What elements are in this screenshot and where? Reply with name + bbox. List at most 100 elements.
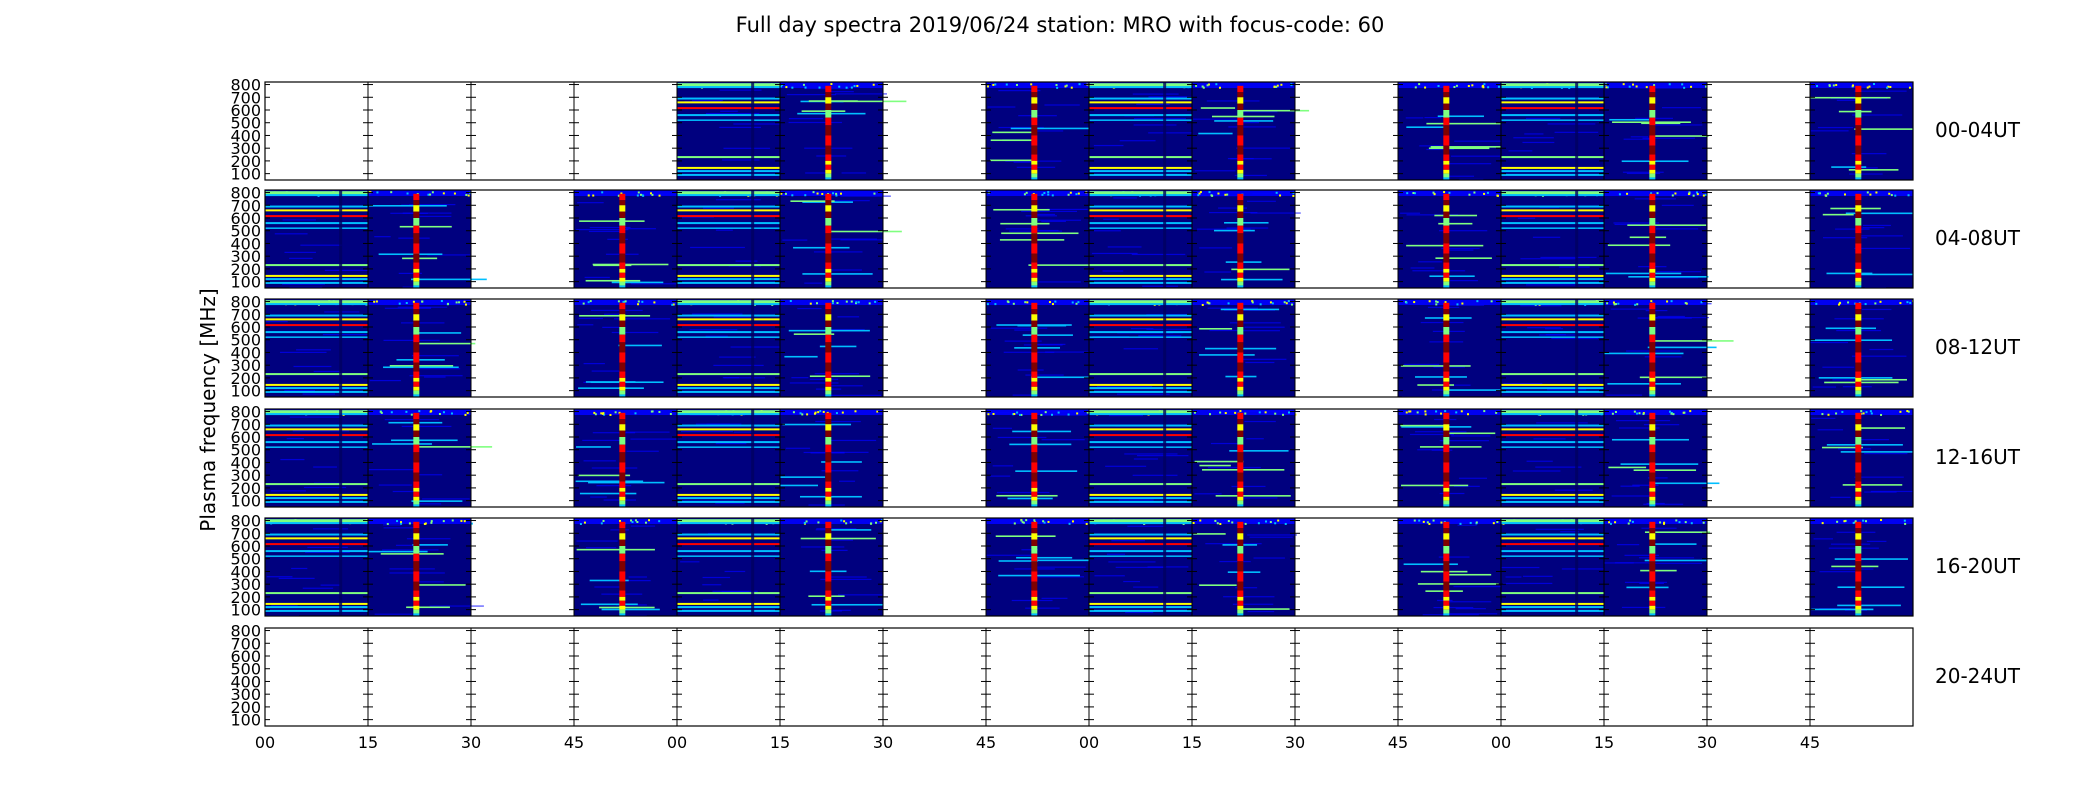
burst-mark (1443, 596, 1450, 601)
burst-mark (1855, 327, 1862, 335)
burst-mark (1443, 268, 1450, 273)
emission-line (1089, 609, 1192, 612)
burst-mark (1649, 268, 1656, 273)
burst-mark (1649, 581, 1656, 591)
emission-line (1501, 83, 1604, 88)
burst-mark (1237, 154, 1244, 161)
burst-mark (619, 424, 626, 431)
emission-line (1089, 86, 1192, 89)
burst-mark (1855, 135, 1862, 146)
burst-mark (1031, 546, 1038, 554)
burst-mark (825, 377, 832, 382)
burst-mark (1855, 164, 1862, 170)
burst-mark (1443, 177, 1450, 180)
burst-mark (413, 272, 420, 278)
emission-line (1501, 191, 1604, 196)
burst-mark (825, 424, 832, 431)
x-tick-label: 45 (1800, 733, 1820, 752)
y-tick-label: 800 (230, 76, 261, 95)
burst-mark (619, 334, 626, 343)
burst-mark (1031, 281, 1038, 286)
burst-mark (1237, 160, 1244, 165)
spectrum-segment (265, 409, 368, 507)
burst-mark (413, 430, 420, 437)
burst-mark (619, 394, 626, 397)
emission-line (1089, 166, 1192, 169)
emission-line (265, 281, 368, 284)
burst-mark (413, 412, 420, 420)
burst-mark (1855, 262, 1862, 269)
emission-line (1089, 387, 1192, 390)
y-tick-label: 600 (230, 537, 261, 556)
burst-mark (1855, 481, 1862, 488)
emission-line (677, 264, 780, 267)
burst-mark (1443, 371, 1450, 378)
burst-mark (1031, 371, 1038, 378)
emission-line (677, 500, 780, 503)
burst-mark (825, 225, 832, 234)
burst-mark (1237, 92, 1244, 98)
burst-mark (413, 281, 420, 286)
emission-line (1501, 592, 1604, 595)
burst-mark (825, 609, 832, 614)
burst-mark (1443, 539, 1450, 546)
emission-line (1089, 441, 1192, 444)
burst-mark (1443, 160, 1450, 165)
burst-mark (1237, 309, 1244, 315)
emission-line (1501, 114, 1604, 117)
burst-mark (1237, 218, 1244, 226)
burst-mark (1855, 613, 1862, 616)
burst-mark (413, 609, 420, 614)
burst-mark (1443, 600, 1450, 606)
y-tick-label: 600 (230, 209, 261, 228)
burst-mark (1443, 412, 1450, 420)
burst-mark (1443, 211, 1450, 218)
burst-mark (1443, 381, 1450, 387)
burst-mark (1649, 613, 1656, 616)
burst-mark (1237, 590, 1244, 597)
row-label: 08-12UT (1935, 335, 2021, 359)
burst-mark (619, 419, 626, 425)
burst-mark (1443, 561, 1450, 572)
emission-line (1089, 324, 1192, 327)
spectrum-segment (1192, 518, 1295, 616)
emission-line (265, 424, 368, 427)
emission-line (1089, 446, 1192, 448)
emission-line (677, 428, 780, 431)
emission-line (677, 383, 780, 386)
burst-mark (1237, 452, 1244, 463)
burst-mark (1443, 500, 1450, 505)
burst-mark (1031, 253, 1038, 263)
burst-mark (619, 605, 626, 610)
emission-line (1501, 264, 1604, 267)
burst-mark (413, 200, 420, 206)
spectrum-segment (1089, 409, 1192, 507)
emission-line (1089, 592, 1192, 595)
emission-line (265, 264, 368, 267)
emission-line (1501, 609, 1604, 612)
y-tick-label: 600 (230, 428, 261, 447)
burst-mark (1443, 281, 1450, 286)
burst-mark (1443, 272, 1450, 278)
y-tick-label: 100 (230, 601, 261, 620)
burst-mark (825, 491, 832, 497)
burst-mark (1443, 377, 1450, 382)
burst-mark (1237, 500, 1244, 505)
burst-mark (1443, 225, 1450, 234)
burst-mark (1443, 145, 1450, 155)
spectrum-segment (1398, 518, 1501, 616)
burst-mark (1443, 314, 1450, 321)
burst-mark (1031, 609, 1038, 614)
emission-line (677, 413, 780, 416)
burst-mark (1031, 412, 1038, 420)
burst-mark (1031, 452, 1038, 463)
x-tick-label: 30 (1285, 733, 1305, 752)
burst-mark (1031, 561, 1038, 572)
burst-mark (1855, 412, 1862, 420)
emission-line (1501, 274, 1604, 277)
burst-mark (1443, 504, 1450, 507)
emission-line (1089, 209, 1192, 212)
burst-mark (619, 211, 626, 218)
burst-mark (1649, 609, 1656, 614)
